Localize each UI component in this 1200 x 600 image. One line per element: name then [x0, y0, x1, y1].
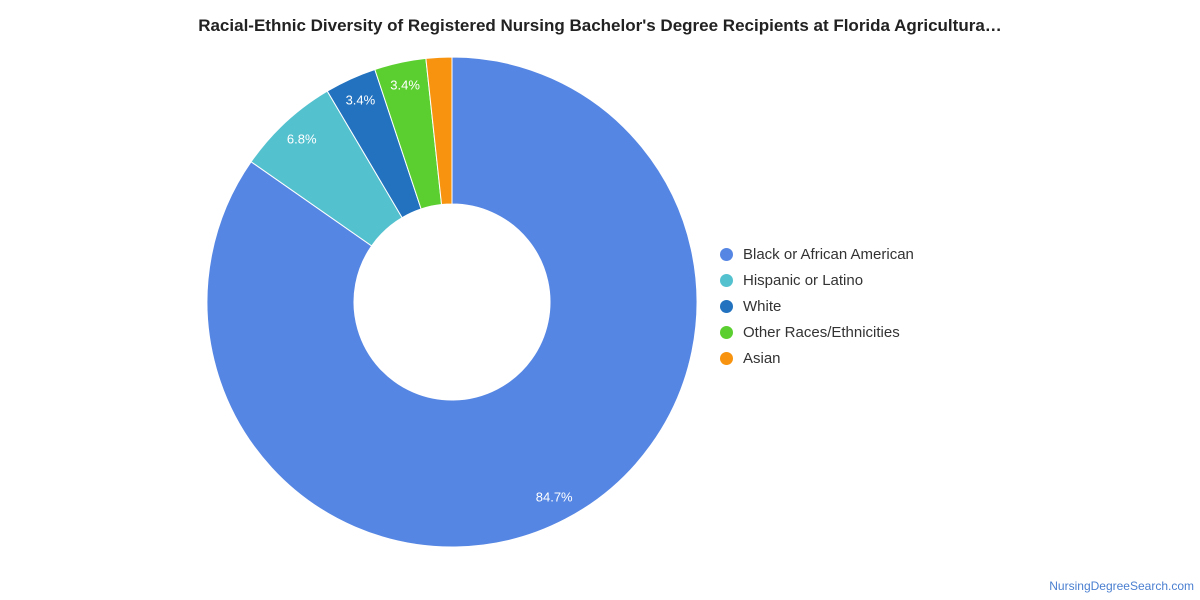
legend-label: White [743, 297, 782, 315]
legend-swatch-icon [720, 247, 733, 261]
legend-item-black-or-african-american[interactable]: Black or African American [720, 241, 914, 267]
slice-black-or-african-american[interactable] [206, 56, 698, 548]
legend-item-hispanic-or-latino[interactable]: Hispanic or Latino [720, 267, 914, 293]
legend-swatch-icon [720, 351, 733, 365]
slice-label-hispanic-or-latino: 6.8% [287, 131, 317, 146]
chart-legend: Black or African American Hispanic or La… [720, 241, 914, 371]
legend-label: Black or African American [743, 245, 914, 263]
legend-label: Other Races/Ethnicities [743, 323, 900, 341]
slice-label-other-races-ethnicities: 3.4% [390, 77, 420, 92]
legend-swatch-icon [720, 325, 733, 339]
legend-swatch-icon [720, 299, 733, 313]
slice-label-black-or-african-american: 84.7% [536, 489, 573, 504]
source-link[interactable]: NursingDegreeSearch.com [1049, 579, 1194, 593]
slice-label-white: 3.4% [346, 92, 376, 107]
legend-label: Asian [743, 349, 781, 367]
slice-asian[interactable] [425, 56, 453, 206]
legend-item-other-races-ethnicities[interactable]: Other Races/Ethnicities [720, 319, 914, 345]
legend-label: Hispanic or Latino [743, 271, 864, 289]
legend-item-white[interactable]: White [720, 293, 914, 319]
legend-item-asian[interactable]: Asian [720, 345, 914, 371]
chart-title: Racial-Ethnic Diversity of Registered Nu… [198, 16, 1002, 35]
legend-swatch-icon [720, 273, 733, 287]
